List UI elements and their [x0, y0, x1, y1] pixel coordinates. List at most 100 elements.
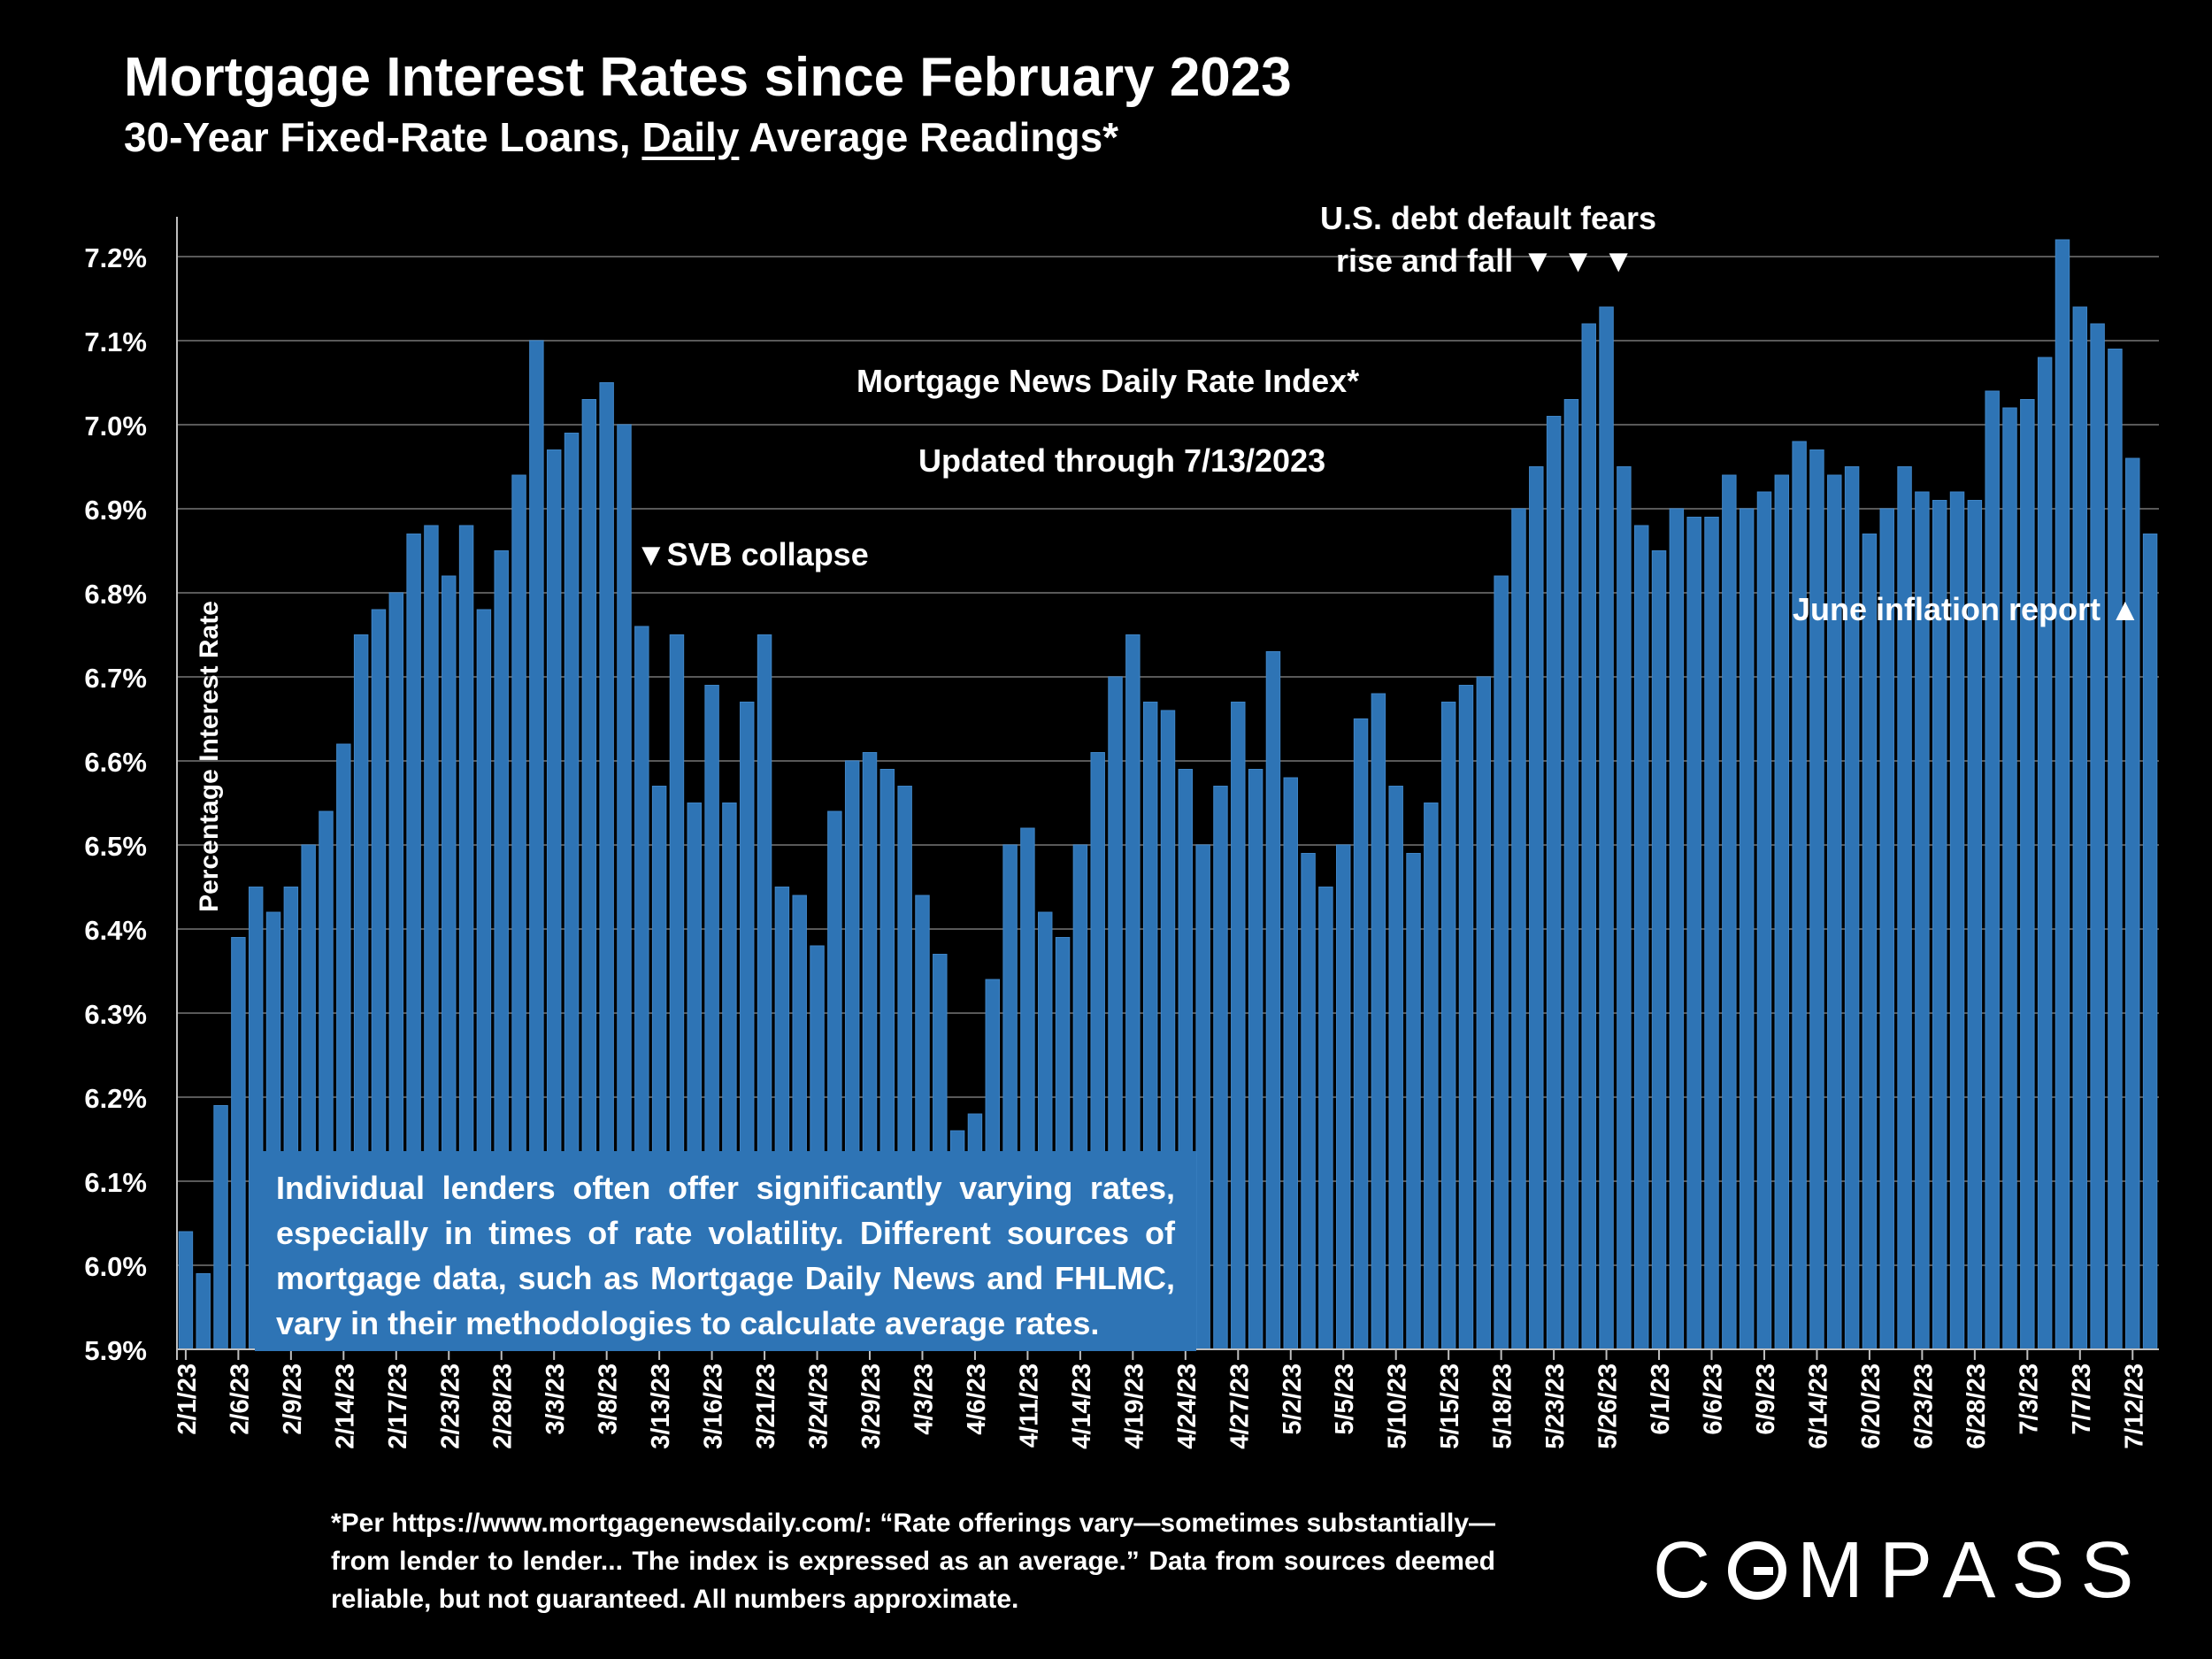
compass-logo: C MPASS	[1653, 1531, 2149, 1610]
x-tick-label: 2/14/23	[331, 1363, 359, 1449]
x-tick-label: 5/23/23	[1541, 1363, 1570, 1449]
bar	[231, 937, 246, 1350]
x-tick-label: 6/1/23	[1647, 1363, 1675, 1435]
bar	[2108, 349, 2123, 1350]
x-tick-label: 2/9/23	[279, 1363, 307, 1435]
x-tick-label: 7/12/23	[2120, 1363, 2148, 1449]
bar	[1792, 441, 1807, 1350]
x-tick-label: 4/14/23	[1068, 1363, 1096, 1449]
bar	[1476, 676, 1492, 1350]
bar	[1581, 323, 1596, 1350]
bar	[196, 1273, 211, 1350]
bar	[1353, 718, 1369, 1350]
x-tick-label: 4/3/23	[910, 1363, 939, 1435]
x-tick-label: 3/16/23	[700, 1363, 728, 1449]
annotation-june-inflation: June inflation report ▲	[1793, 591, 2141, 627]
bar	[1301, 853, 1316, 1350]
x-tick-label: 3/13/23	[647, 1363, 675, 1449]
bar	[1546, 416, 1562, 1350]
y-tick-label: 6.1%	[84, 1167, 147, 1198]
bar	[1195, 844, 1210, 1350]
x-tick-label: 3/21/23	[752, 1363, 780, 1449]
bar	[1424, 803, 1439, 1350]
bar	[1563, 399, 1579, 1350]
bar	[2142, 534, 2158, 1350]
bar	[1318, 887, 1333, 1350]
bar	[1388, 786, 1403, 1350]
bar	[1651, 550, 1667, 1350]
bar	[1879, 508, 1894, 1350]
bar	[1756, 491, 1772, 1350]
bar	[1617, 466, 1632, 1350]
bar	[178, 1231, 194, 1350]
x-tick-label: 5/26/23	[1594, 1363, 1623, 1449]
bar	[2090, 323, 2105, 1350]
bar	[1406, 853, 1421, 1350]
x-tick-label: 2/17/23	[384, 1363, 412, 1449]
annotation-index-label: Mortgage News Daily Rate Index*	[856, 363, 1360, 399]
bar	[1529, 466, 1544, 1350]
bar	[2002, 407, 2017, 1350]
bar	[2037, 357, 2053, 1350]
subtitle-suffix: Average Readings*	[739, 114, 1119, 160]
y-tick-label: 6.9%	[84, 495, 147, 526]
y-tick-label: 6.6%	[84, 747, 147, 778]
y-tick-label: 6.4%	[84, 915, 147, 946]
bar	[1774, 474, 1790, 1350]
bar	[2020, 399, 2035, 1350]
x-tick-label: 5/15/23	[1436, 1363, 1464, 1449]
bar	[1985, 390, 2000, 1350]
x-tick-labels: 2/1/23 2/6/23 2/9/23 2/14/23 2/17/23 2/23/23 2…	[173, 1349, 2148, 1449]
bar	[1458, 685, 1474, 1350]
y-tick-label: 7.2%	[84, 242, 147, 273]
y-tick-label: 6.5%	[84, 831, 147, 862]
bar	[2055, 239, 2070, 1350]
bar	[1739, 508, 1755, 1350]
bar	[1265, 651, 1281, 1350]
x-tick-label: 6/14/23	[1805, 1363, 1833, 1449]
y-axis-label: Percentage Interest Rate	[195, 601, 224, 912]
annotation-svb-collapse: ▼SVB collapse	[635, 536, 869, 572]
x-tick-label: 7/7/23	[2068, 1363, 2096, 1435]
subtitle-underlined-word: Daily	[641, 114, 740, 160]
bar	[1669, 508, 1685, 1350]
subtitle-prefix: 30-Year Fixed-Rate Loans,	[124, 114, 642, 160]
x-tick-label: 3/8/23	[595, 1363, 623, 1435]
annotation-debt-fears-line2: rise and fall ▼ ▼ ▼	[1336, 242, 1634, 279]
bar	[1283, 777, 1298, 1350]
x-tick-label: 2/1/23	[173, 1363, 202, 1435]
bar	[1686, 517, 1701, 1350]
x-tick-label: 2/6/23	[226, 1363, 254, 1435]
bar	[1336, 844, 1351, 1350]
bar	[1231, 702, 1246, 1350]
chart-subtitle: 30-Year Fixed-Rate Loans, Daily Average …	[124, 113, 1118, 161]
footnote: *Per https://www.mortgagenewsdaily.com/:…	[331, 1509, 1495, 1614]
x-tick-label: 3/29/23	[857, 1363, 886, 1449]
logo-letters-mpass: MPASS	[1797, 1526, 2150, 1615]
y-tick-label: 7.1%	[84, 326, 147, 357]
bar	[1633, 525, 1649, 1350]
bar	[1599, 306, 1614, 1350]
bar	[1213, 786, 1228, 1350]
y-tick-label: 6.0%	[84, 1251, 147, 1282]
y-tick-label: 6.3%	[84, 999, 147, 1030]
x-tick-label: 7/3/23	[2015, 1363, 2043, 1435]
y-tick-labels: 5.9% 6.0% 6.1% 6.2% 6.3% 6.4% 6.5% 6.6% 6.7% 6.8%…	[84, 242, 147, 1366]
x-tick-label: 5/5/23	[1331, 1363, 1359, 1435]
annotation-debt-fears-line1: U.S. debt default fears	[1320, 200, 1657, 236]
x-tick-label: 4/11/23	[1015, 1363, 1043, 1448]
disclaimer-note-box: Individual lenders often offer significa…	[255, 1151, 1196, 1351]
bar	[1809, 449, 1824, 1350]
x-tick-label: 6/9/23	[1752, 1363, 1780, 1435]
bar	[1722, 474, 1737, 1350]
bar	[2072, 306, 2088, 1350]
x-tick-label: 3/3/23	[541, 1363, 570, 1435]
logo-letter-c: C	[1653, 1526, 1726, 1615]
x-tick-label: 4/19/23	[1120, 1363, 1148, 1449]
x-tick-label: 2/23/23	[436, 1363, 465, 1449]
annotation-updated: Updated through 7/13/2023	[918, 442, 1326, 479]
bar	[1248, 769, 1263, 1350]
bar	[1440, 702, 1456, 1350]
y-tick-label: 6.2%	[84, 1083, 147, 1114]
x-tick-label: 3/24/23	[805, 1363, 833, 1449]
